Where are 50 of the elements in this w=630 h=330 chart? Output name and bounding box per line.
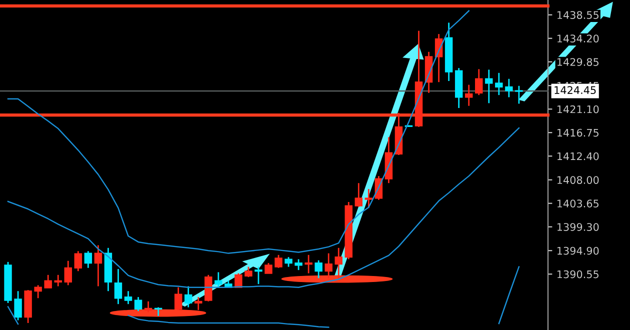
candlestick	[284, 256, 292, 268]
candlestick	[464, 84, 473, 107]
candlestick	[184, 286, 192, 308]
candlestick	[114, 268, 122, 305]
y-tick-label: 1412.40	[557, 152, 599, 160]
candlestick	[54, 274, 62, 287]
candlestick	[505, 78, 513, 98]
candlestick	[134, 296, 142, 312]
y-tick-label: 1394.90	[557, 246, 599, 255]
ref-line-label: 1424.45	[554, 86, 596, 94]
candlestick	[234, 272, 242, 288]
y-tick-label: 1438.55	[557, 11, 598, 19]
candlestick	[334, 247, 342, 279]
y-tick-label: 1403.65	[557, 200, 598, 208]
line-series	[7, 127, 520, 288]
candlestick	[194, 296, 202, 311]
y-tick-label: 1399.30	[557, 223, 599, 231]
y-tick-label: 1434.20	[557, 34, 599, 42]
candlestick	[364, 188, 373, 209]
y-tick-label: 1429.85	[557, 58, 598, 66]
candlestick	[294, 258, 302, 271]
y-tick-label: 1390.55	[557, 270, 598, 278]
candlestick	[475, 68, 483, 96]
candlestick	[254, 266, 262, 285]
y-tick-label: 1421.10	[557, 105, 599, 114]
candlestick	[94, 244, 102, 287]
candlestick	[214, 272, 222, 289]
candlestick	[314, 260, 322, 279]
y-tick-label: 1408.00	[557, 176, 599, 184]
candlestick	[174, 286, 182, 311]
candlestick	[204, 274, 212, 302]
y-tick-label: 1416.75	[557, 128, 598, 137]
candlestick	[485, 68, 493, 104]
candlestick	[324, 252, 332, 279]
candlestick	[74, 250, 82, 272]
line-series	[7, 10, 470, 254]
candlestick	[84, 250, 92, 269]
candlestick	[34, 284, 42, 299]
candlestick	[495, 72, 503, 96]
candlestick	[515, 85, 523, 104]
candlestick	[124, 290, 132, 305]
candlestick	[44, 274, 52, 289]
candlestick	[264, 262, 272, 274]
candlestick	[354, 182, 363, 208]
candlestick	[244, 266, 252, 278]
candlestick	[144, 300, 152, 313]
candlestick	[274, 254, 282, 269]
candlestick	[14, 290, 22, 321]
candlestick	[304, 254, 312, 274]
candlestick	[64, 260, 72, 286]
